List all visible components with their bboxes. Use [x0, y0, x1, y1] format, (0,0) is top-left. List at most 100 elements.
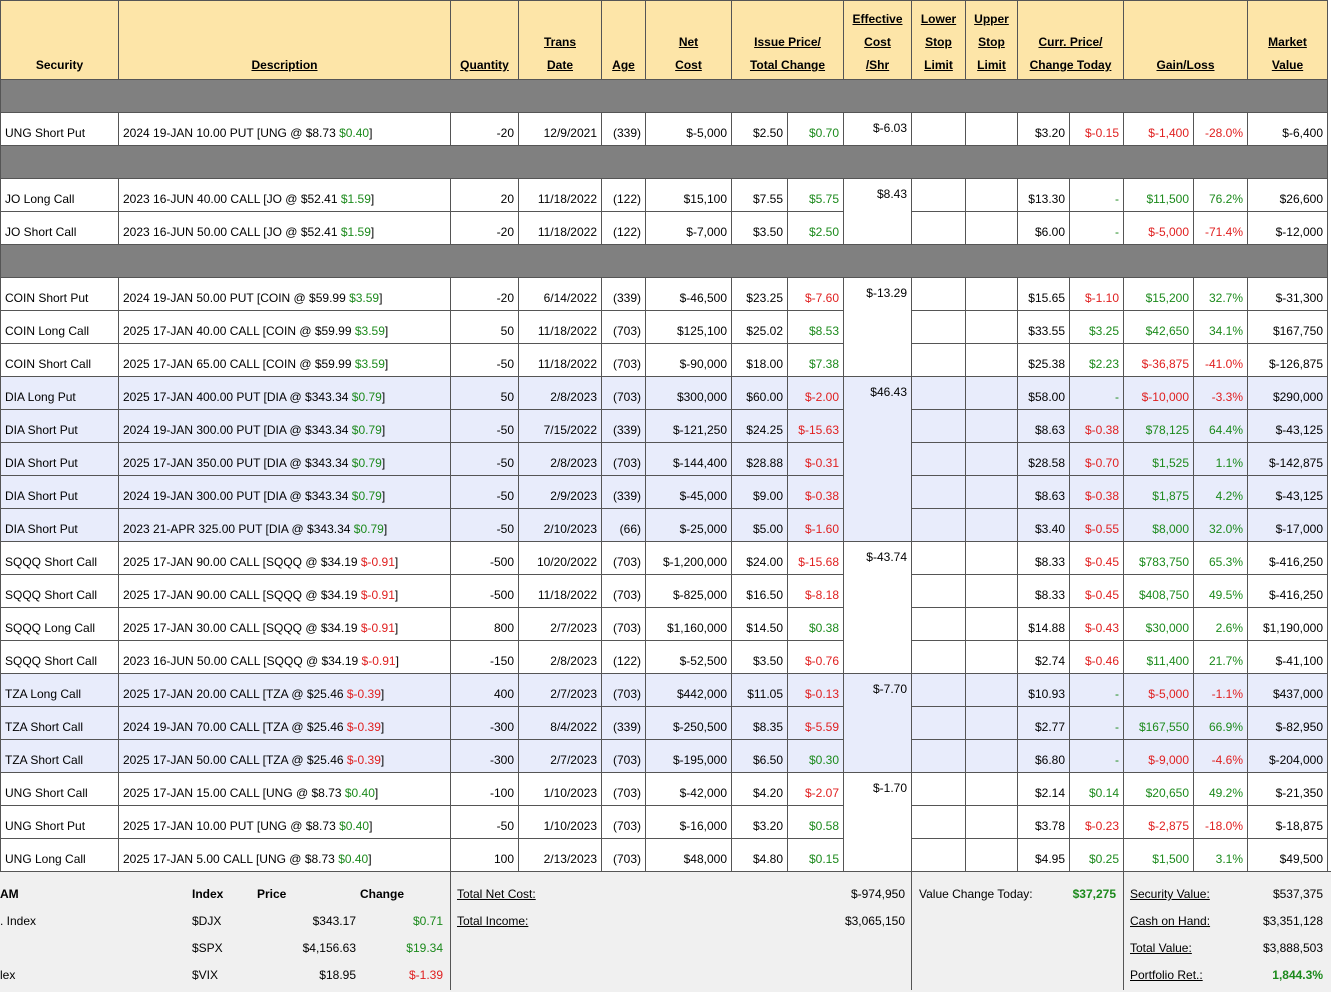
current-price-cell[interactable]: $25.38: [1017, 343, 1070, 377]
change-today-cell[interactable]: $-0.45: [1069, 541, 1124, 575]
gain-loss-pct-cell[interactable]: 64.4%: [1193, 409, 1248, 443]
effective-cost-cell[interactable]: $46.43: [843, 376, 912, 542]
market-value-cell[interactable]: $-43,125: [1247, 475, 1328, 509]
quantity-cell[interactable]: -50: [450, 475, 519, 509]
col-description[interactable]: Description: [118, 0, 451, 80]
quantity-cell[interactable]: -50: [450, 508, 519, 542]
quantity-cell[interactable]: -300: [450, 706, 519, 740]
change-today-cell[interactable]: $-0.43: [1069, 607, 1124, 641]
description-cell[interactable]: 2023 16-JUN 50.00 CALL [JO @ $52.41 $1.5…: [118, 211, 451, 245]
description-cell[interactable]: 2025 17-JAN 20.00 CALL [TZA @ $25.46 $-0…: [118, 673, 451, 707]
net-cost-cell[interactable]: $-144,400: [645, 442, 732, 476]
issue-price-cell[interactable]: $6.50: [731, 739, 788, 773]
market-value-cell[interactable]: $-18,875: [1247, 805, 1328, 839]
total-change-cell[interactable]: $-0.38: [787, 475, 844, 509]
change-today-cell[interactable]: $-1.10: [1069, 277, 1124, 311]
upper-stop-cell[interactable]: [965, 508, 1018, 542]
security-cell[interactable]: UNG Short Put: [0, 112, 119, 146]
gain-loss-pct-cell[interactable]: -1.1%: [1193, 673, 1248, 707]
net-cost-cell[interactable]: $-16,000: [645, 805, 732, 839]
net-cost-cell[interactable]: $-46,500: [645, 277, 732, 311]
trans-date-cell[interactable]: 11/18/2022: [518, 310, 602, 344]
col-curr-price[interactable]: Curr. Price/Change Today: [1017, 0, 1124, 80]
gain-loss-cell[interactable]: $30,000: [1123, 607, 1194, 641]
change-today-cell[interactable]: -: [1069, 739, 1124, 773]
table-row[interactable]: SQQQ Short Call 2025 17-JAN 90.00 CALL [S…: [0, 541, 1328, 674]
lower-stop-cell[interactable]: [911, 541, 966, 575]
change-today-cell[interactable]: -: [1069, 706, 1124, 740]
lower-stop-cell[interactable]: [911, 376, 966, 410]
age-cell[interactable]: (339): [601, 475, 646, 509]
gain-loss-cell[interactable]: $20,650: [1123, 772, 1194, 806]
lower-stop-cell[interactable]: [911, 277, 966, 311]
description-cell[interactable]: 2025 17-JAN 350.00 PUT [DIA @ $343.34 $0…: [118, 442, 451, 476]
upper-stop-cell[interactable]: [965, 112, 1018, 146]
security-cell[interactable]: SQQQ Long Call: [0, 607, 119, 641]
issue-price-cell[interactable]: $14.50: [731, 607, 788, 641]
upper-stop-cell[interactable]: [965, 343, 1018, 377]
gain-loss-cell[interactable]: $11,400: [1123, 640, 1194, 674]
current-price-cell[interactable]: $58.00: [1017, 376, 1070, 410]
issue-price-cell[interactable]: $4.20: [731, 772, 788, 806]
quantity-cell[interactable]: 100: [450, 838, 519, 872]
market-value-cell[interactable]: $-12,000: [1247, 211, 1328, 245]
quantity-cell[interactable]: 400: [450, 673, 519, 707]
quantity-cell[interactable]: 800: [450, 607, 519, 641]
gain-loss-pct-cell[interactable]: -28.0%: [1193, 112, 1248, 146]
age-cell[interactable]: (703): [601, 607, 646, 641]
total-change-cell[interactable]: $0.58: [787, 805, 844, 839]
security-cell[interactable]: JO Short Call: [0, 211, 119, 245]
net-cost-cell[interactable]: $-121,250: [645, 409, 732, 443]
gain-loss-cell[interactable]: $15,200: [1123, 277, 1194, 311]
net-cost-cell[interactable]: $48,000: [645, 838, 732, 872]
gain-loss-cell[interactable]: $783,750: [1123, 541, 1194, 575]
total-change-cell[interactable]: $-15.63: [787, 409, 844, 443]
total-change-cell[interactable]: $2.50: [787, 211, 844, 245]
trans-date-cell[interactable]: 2/13/2023: [518, 838, 602, 872]
table-row[interactable]: DIA Long Put 2025 17-JAN 400.00 PUT [DIA …: [0, 376, 1328, 542]
trans-date-cell[interactable]: 11/18/2022: [518, 343, 602, 377]
trans-date-cell[interactable]: 2/8/2023: [518, 640, 602, 674]
market-value-cell[interactable]: $-41,100: [1247, 640, 1328, 674]
issue-price-cell[interactable]: $25.02: [731, 310, 788, 344]
net-cost-cell[interactable]: $-195,000: [645, 739, 732, 773]
lower-stop-cell[interactable]: [911, 211, 966, 245]
total-change-cell[interactable]: $-8.18: [787, 574, 844, 608]
description-cell[interactable]: 2023 16-JUN 50.00 CALL [SQQQ @ $34.19 $-…: [118, 640, 451, 674]
change-today-cell[interactable]: -: [1069, 673, 1124, 707]
gain-loss-pct-cell[interactable]: 49.2%: [1193, 772, 1248, 806]
current-price-cell[interactable]: $2.14: [1017, 772, 1070, 806]
total-change-cell[interactable]: $0.15: [787, 838, 844, 872]
market-value-cell[interactable]: $-204,000: [1247, 739, 1328, 773]
gain-loss-pct-cell[interactable]: 49.5%: [1193, 574, 1248, 608]
total-change-cell[interactable]: $-5.59: [787, 706, 844, 740]
gain-loss-cell[interactable]: $-2,875: [1123, 805, 1194, 839]
lower-stop-cell[interactable]: [911, 574, 966, 608]
col-trans-date[interactable]: Trans Date: [518, 0, 602, 80]
security-cell[interactable]: SQQQ Short Call: [0, 541, 119, 575]
upper-stop-cell[interactable]: [965, 805, 1018, 839]
col-gain-loss[interactable]: Gain/Loss: [1123, 0, 1248, 80]
security-cell[interactable]: DIA Short Put: [0, 475, 119, 509]
current-price-cell[interactable]: $3.78: [1017, 805, 1070, 839]
table-row[interactable]: SQQQ Short Call 2025 17-JAN 90.00 CALL [S…: [0, 574, 1328, 608]
col-effective-cost[interactable]: Effective Cost/Shr: [843, 0, 912, 80]
description-cell[interactable]: 2025 17-JAN 15.00 CALL [UNG @ $8.73 $0.4…: [118, 772, 451, 806]
upper-stop-cell[interactable]: [965, 475, 1018, 509]
total-change-cell[interactable]: $-0.13: [787, 673, 844, 707]
current-price-cell[interactable]: $2.77: [1017, 706, 1070, 740]
security-cell[interactable]: DIA Short Put: [0, 508, 119, 542]
age-cell[interactable]: (703): [601, 442, 646, 476]
upper-stop-cell[interactable]: [965, 211, 1018, 245]
description-cell[interactable]: 2024 19-JAN 70.00 CALL [TZA @ $25.46 $-0…: [118, 706, 451, 740]
effective-cost-cell[interactable]: $-13.29: [843, 277, 912, 377]
security-cell[interactable]: COIN Short Put: [0, 277, 119, 311]
issue-price-cell[interactable]: $11.05: [731, 673, 788, 707]
table-row[interactable]: UNG Short Put 2024 19-JAN 10.00 PUT [UNG …: [0, 112, 1328, 146]
gain-loss-pct-cell[interactable]: 66.9%: [1193, 706, 1248, 740]
total-change-cell[interactable]: $-2.00: [787, 376, 844, 410]
security-cell[interactable]: SQQQ Short Call: [0, 640, 119, 674]
table-row[interactable]: SQQQ Long Call 2025 17-JAN 30.00 CALL [SQ…: [0, 607, 1328, 641]
current-price-cell[interactable]: $8.33: [1017, 541, 1070, 575]
current-price-cell[interactable]: $13.30: [1017, 178, 1070, 212]
